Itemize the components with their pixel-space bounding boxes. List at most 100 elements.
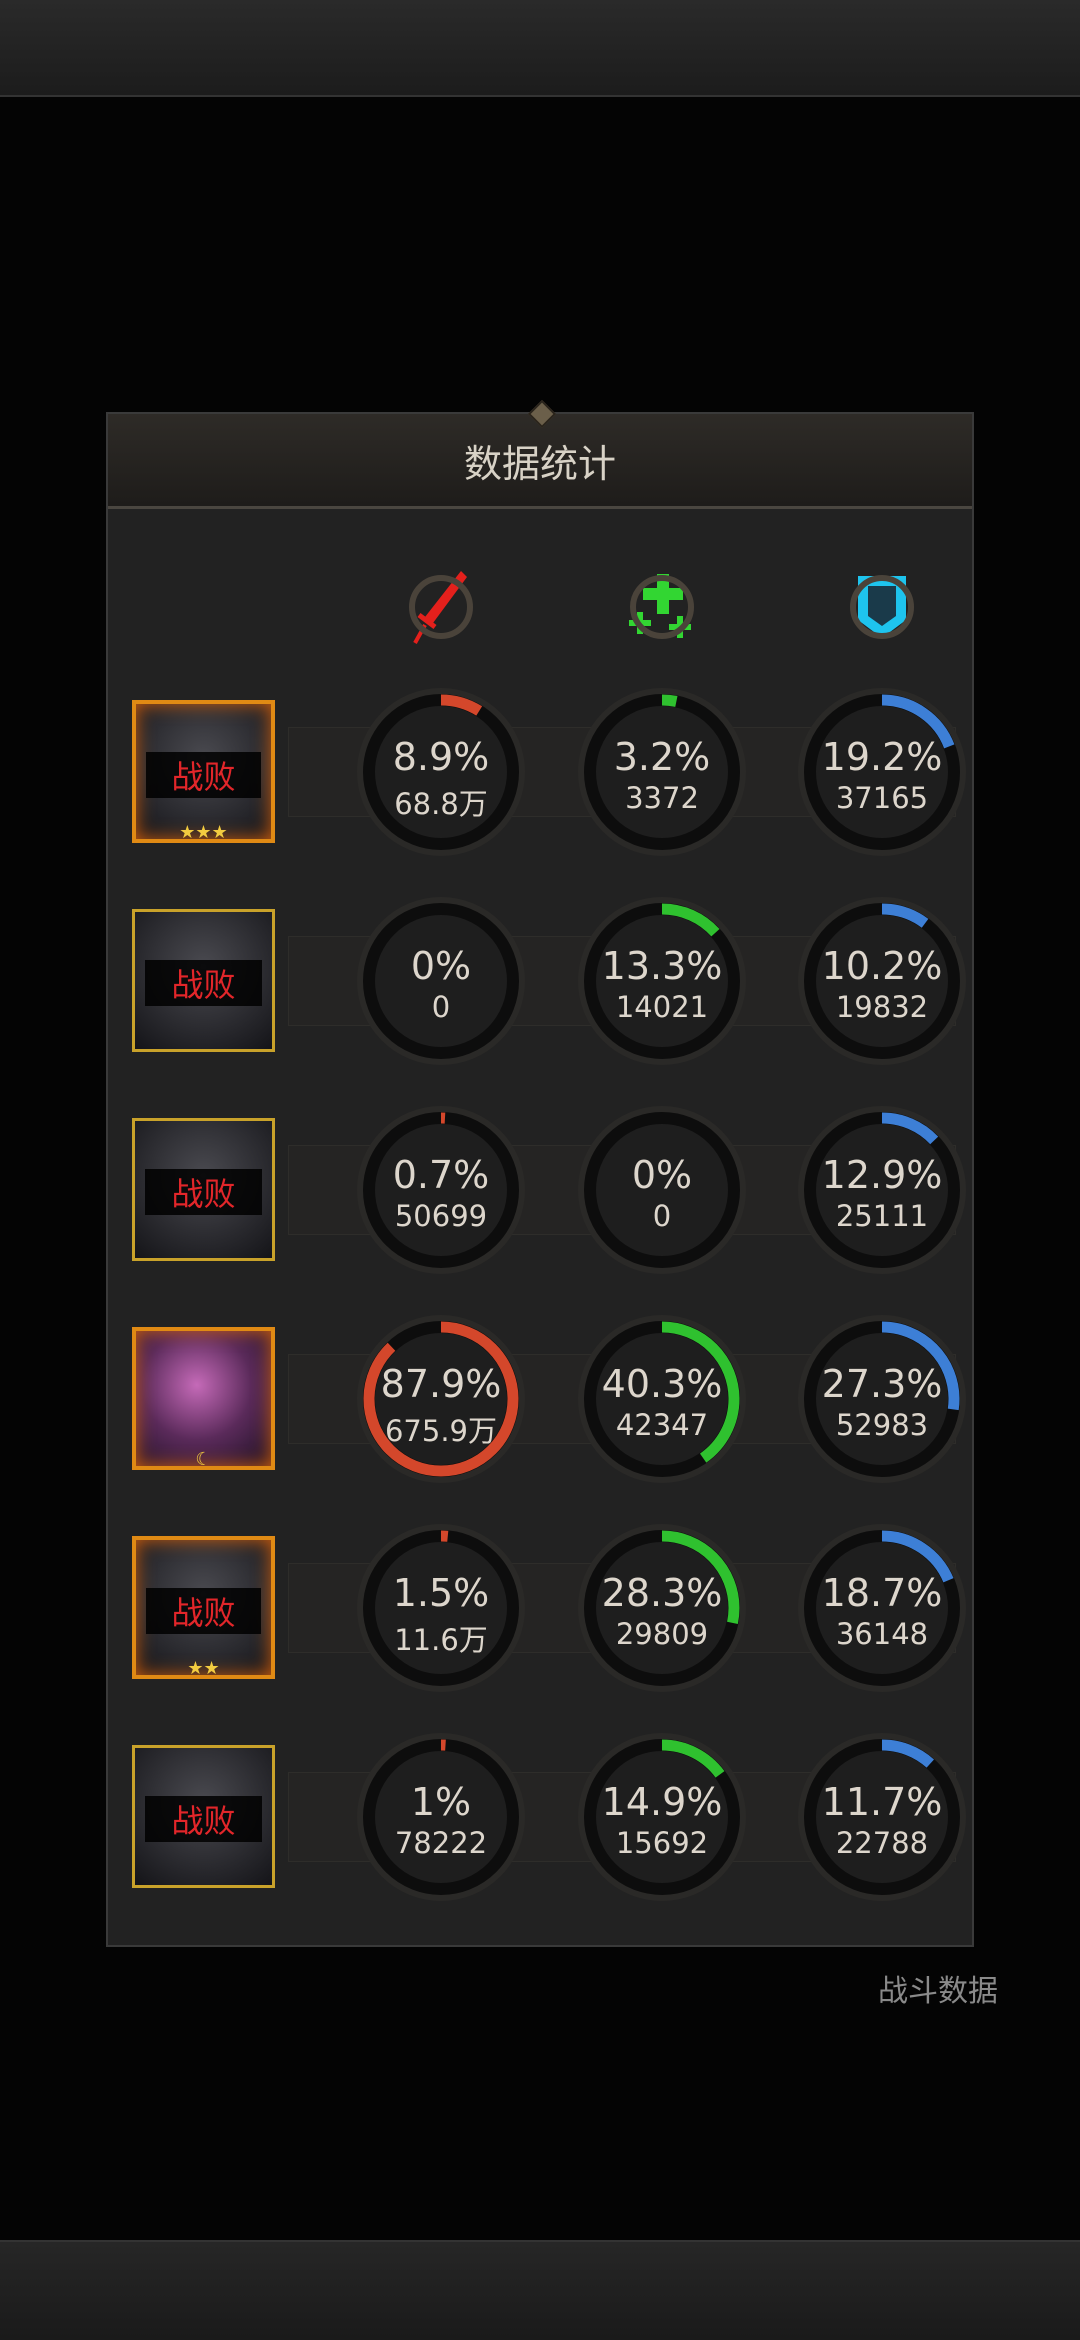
- ring-progress-arc: [804, 1530, 960, 1686]
- stat-percent: 1.5%: [392, 1571, 490, 1615]
- stat-value: 14021: [615, 990, 709, 1024]
- stat-value: 25111: [835, 1199, 929, 1233]
- stat-percent: 18.7%: [821, 1571, 943, 1615]
- defeat-label: 战败: [146, 752, 261, 798]
- stat-percent: 11.7%: [821, 1780, 943, 1824]
- stat-value: 3372: [625, 781, 699, 815]
- ring-progress-arc: [584, 1739, 740, 1895]
- stat-value: 19832: [835, 990, 929, 1024]
- hero-row: 战败 0.7% 50699 0% 0 12.9% 25111: [108, 1095, 976, 1285]
- stat-ring: 13.3% 14021: [575, 894, 749, 1068]
- stat-percent: 19.2%: [821, 735, 943, 779]
- hero-portrait[interactable]: ☾: [132, 1327, 275, 1470]
- star-rank: ★★★: [179, 822, 228, 843]
- stat-ring: 14.9% 15692: [575, 1730, 749, 1904]
- hero-portrait[interactable]: 战败 ★★★: [132, 700, 275, 843]
- stat-value: 0: [431, 990, 451, 1024]
- stat-ring: 10.2% 19832: [795, 894, 969, 1068]
- stat-value: 11.6万: [394, 1623, 488, 1657]
- ring-track: [363, 903, 519, 1059]
- ring-progress-arc: [584, 694, 740, 850]
- stat-percent: 3.2%: [613, 735, 711, 779]
- stat-ring: 12.9% 25111: [795, 1103, 969, 1277]
- stat-percent: 0%: [410, 944, 472, 988]
- stat-percent: 12.9%: [821, 1153, 943, 1197]
- stat-percent: 14.9%: [601, 1780, 723, 1824]
- hero-row: 战败 0% 0 13.3% 14021 10.2% 19832: [108, 886, 976, 1076]
- stat-ring: 0% 0: [354, 894, 528, 1068]
- hero-row: ☾ 87.9% 675.9万 40.3% 42347 27.3% 52983: [108, 1304, 976, 1494]
- panel-title: 数据统计: [108, 414, 972, 509]
- star-rank: ☾: [195, 1449, 212, 1470]
- hero-portrait[interactable]: 战败 ★★: [132, 1536, 275, 1679]
- ring-progress-arc: [804, 903, 960, 1059]
- ring-progress-arc: [584, 903, 740, 1059]
- hero-row: 战败 ★★★ 8.9% 68.8万 3.2% 3372 19.2% 37165: [108, 677, 976, 867]
- stat-ring: 0% 0: [575, 1103, 749, 1277]
- defeat-label: 战败: [145, 1796, 262, 1842]
- top-ornament-bar: [0, 0, 1080, 97]
- icon-halo: [630, 575, 694, 639]
- stat-ring: 1% 78222: [354, 1730, 528, 1904]
- icon-halo: [850, 575, 914, 639]
- ring-progress-arc: [363, 1739, 519, 1895]
- hero-row: 战败 1% 78222 14.9% 15692 11.7% 22788: [108, 1722, 976, 1912]
- sword-icon: [396, 562, 486, 652]
- ring-progress-arc: [804, 1321, 960, 1477]
- stat-percent: 0.7%: [392, 1153, 490, 1197]
- battle-data-button[interactable]: 战斗数据: [878, 1974, 998, 2009]
- stats-panel: 数据统计 战败 ★★★ 8.9% 68.8万 3.2% 3372 19.2% 37…: [106, 412, 974, 1947]
- hero-portrait[interactable]: 战败: [132, 909, 275, 1052]
- stat-percent: 13.3%: [601, 944, 723, 988]
- ring-progress-arc: [363, 694, 519, 850]
- stat-percent: 10.2%: [821, 944, 943, 988]
- defeat-label: 战败: [146, 1588, 261, 1634]
- stat-percent: 1%: [410, 1780, 472, 1824]
- stat-value: 68.8万: [394, 787, 488, 821]
- ring-progress-arc: [584, 1530, 740, 1686]
- ring-progress-arc: [584, 1321, 740, 1477]
- ring-progress-arc: [804, 694, 960, 850]
- stat-percent: 40.3%: [601, 1362, 723, 1406]
- defeat-label: 战败: [145, 960, 262, 1006]
- stat-ring: 28.3% 29809: [575, 1521, 749, 1695]
- stat-ring: 19.2% 37165: [795, 685, 969, 859]
- stat-percent: 0%: [631, 1153, 693, 1197]
- stat-ring: 40.3% 42347: [575, 1312, 749, 1486]
- stat-ring: 3.2% 3372: [575, 685, 749, 859]
- stat-value: 50699: [394, 1199, 488, 1233]
- stat-value: 0: [652, 1199, 672, 1233]
- hero-portrait[interactable]: 战败: [132, 1118, 275, 1261]
- stat-ring: 1.5% 11.6万: [354, 1521, 528, 1695]
- ring-progress-arc: [363, 1321, 519, 1477]
- stat-percent: 87.9%: [380, 1362, 502, 1406]
- star-rank: ★★: [187, 1658, 220, 1679]
- stat-percent: 27.3%: [821, 1362, 943, 1406]
- hero-portrait[interactable]: 战败: [132, 1745, 275, 1888]
- icon-halo: [409, 575, 473, 639]
- stat-ring: 87.9% 675.9万: [354, 1312, 528, 1486]
- stat-ring: 11.7% 22788: [795, 1730, 969, 1904]
- stat-value: 37165: [835, 781, 929, 815]
- stat-ring: 27.3% 52983: [795, 1312, 969, 1486]
- stat-value: 42347: [615, 1408, 709, 1442]
- hero-row: 战败 ★★ 1.5% 11.6万 28.3% 29809 18.7% 36148: [108, 1513, 976, 1703]
- ring-track: [584, 1112, 740, 1268]
- stat-percent: 28.3%: [601, 1571, 723, 1615]
- ring-progress-arc: [363, 1530, 519, 1686]
- stat-value: 22788: [835, 1826, 929, 1860]
- stat-value: 52983: [835, 1408, 929, 1442]
- stat-value: 15692: [615, 1826, 709, 1860]
- stat-ring: 18.7% 36148: [795, 1521, 969, 1695]
- ring-progress-arc: [804, 1112, 960, 1268]
- stat-value: 78222: [394, 1826, 488, 1860]
- stat-ring: 8.9% 68.8万: [354, 685, 528, 859]
- defeat-label: 战败: [145, 1169, 262, 1215]
- shield-icon: [837, 562, 927, 652]
- stat-ring: 0.7% 50699: [354, 1103, 528, 1277]
- heal-plus-icon: [617, 562, 707, 652]
- bottom-ornament-bar: [0, 2240, 1080, 2340]
- stat-value: 675.9万: [384, 1414, 498, 1448]
- ring-progress-arc: [363, 1112, 519, 1268]
- stat-value: 29809: [615, 1617, 709, 1651]
